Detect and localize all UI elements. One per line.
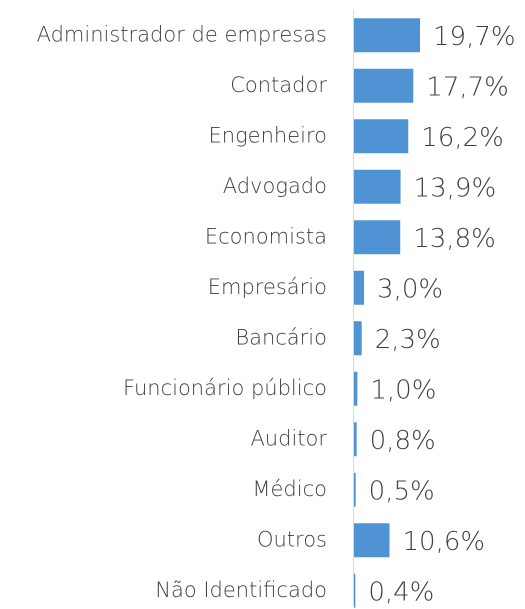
bar [354,68,414,103]
category-label: Administrador de empresas [37,22,327,46]
category-label: Engenheiro [209,123,328,147]
value-label: 3,0% [377,274,443,304]
category-label: Funcionário público [123,376,327,400]
category-label: Auditor [250,426,327,450]
bar [354,573,356,608]
category-label: Economista [205,224,327,248]
category-label: Contador [230,73,327,97]
value-label: 16,2% [421,123,504,153]
value-label: 13,8% [413,224,496,254]
value-label: 0,4% [368,577,434,607]
value-label: 2,3% [375,325,441,355]
bar [354,422,357,457]
bar [354,371,358,406]
category-label: Médico [252,477,327,501]
value-label: 19,7% [433,22,516,52]
value-label: 0,8% [370,426,436,456]
bar [354,220,401,255]
value-label: 10,6% [403,527,486,557]
bar [354,169,401,204]
value-label: 1,0% [370,375,436,405]
bar [354,270,365,305]
bar [354,18,420,53]
category-label: Advogado [223,174,327,198]
bar [354,472,356,507]
value-label: 0,5% [369,476,435,506]
category-label: Outros [257,527,327,551]
value-label: 13,9% [414,173,497,203]
category-label: Não Identificado [155,578,327,602]
value-label: 17,7% [426,72,509,102]
bar [354,119,409,154]
category-label: Empresário [208,275,327,299]
bar [354,523,390,558]
bar [354,321,362,356]
category-label: Bancário [235,325,327,349]
